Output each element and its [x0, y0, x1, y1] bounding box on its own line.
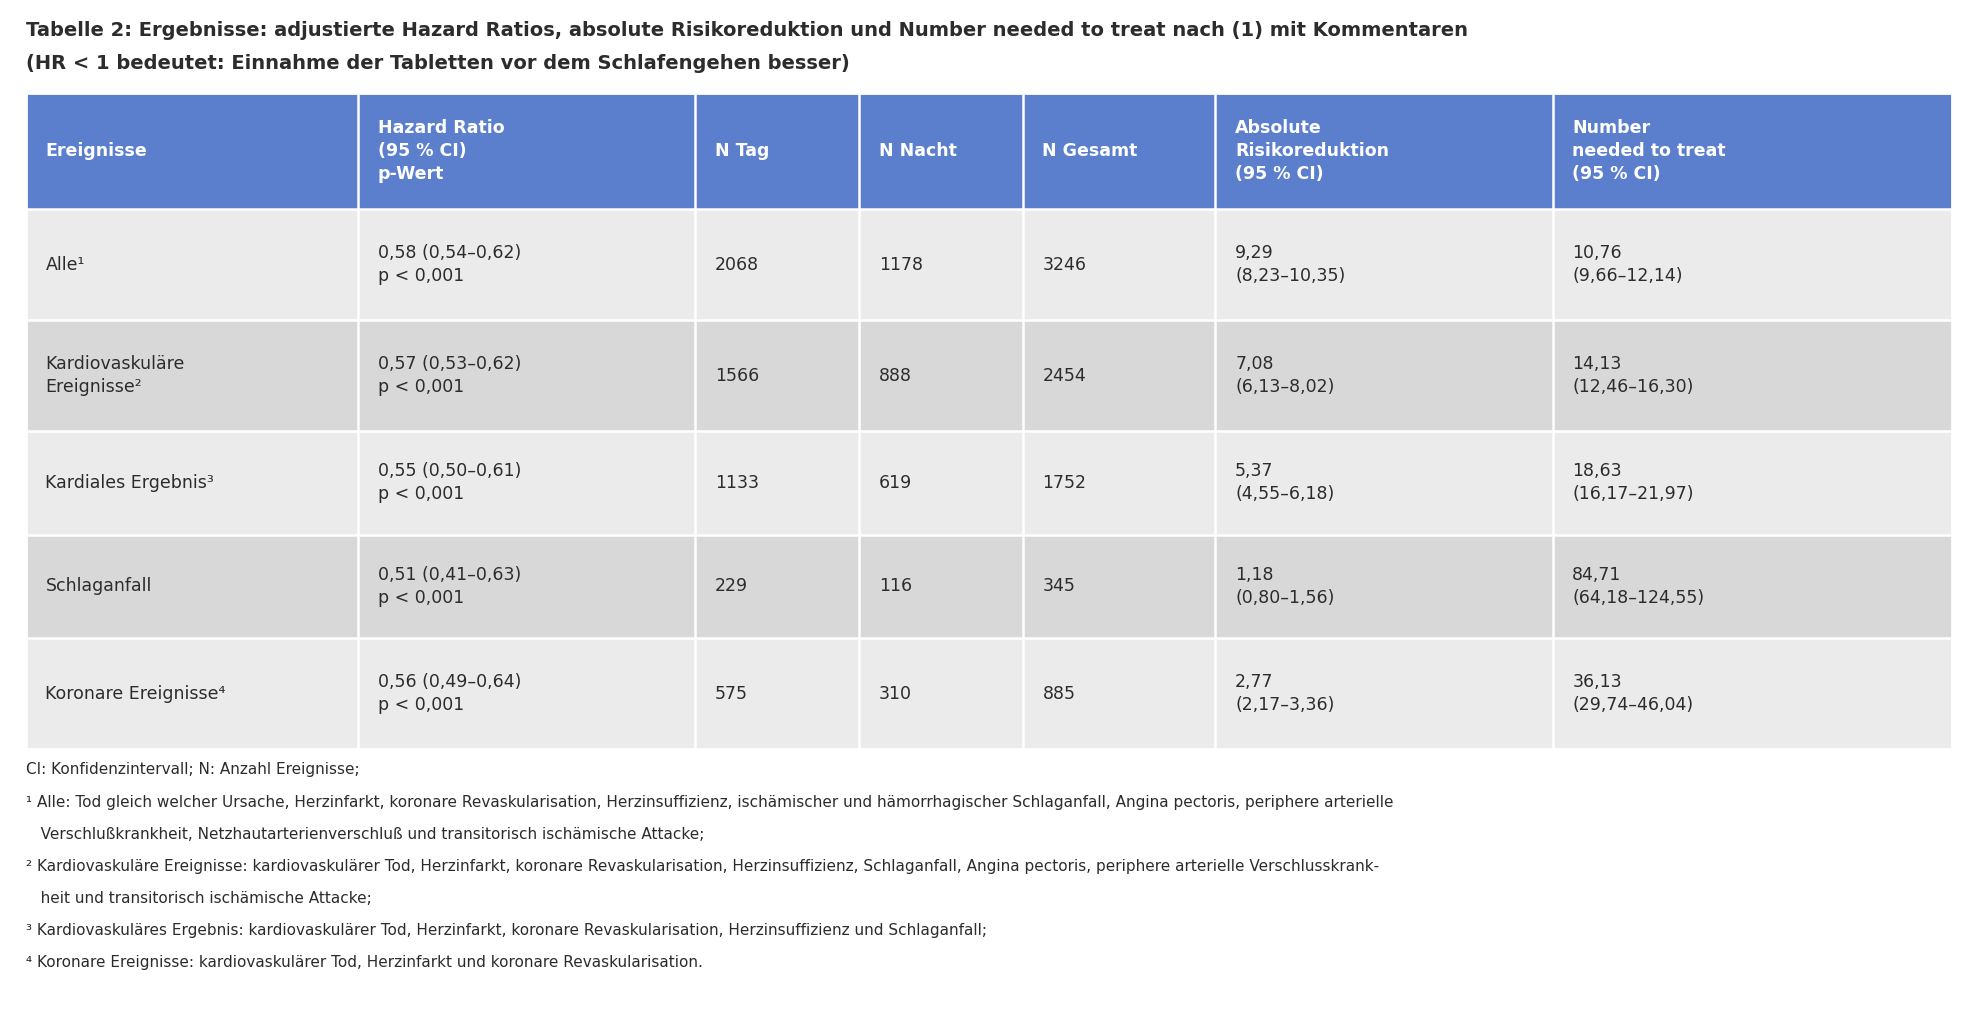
Text: 18,63
(16,17–21,97): 18,63 (16,17–21,97) [1573, 462, 1693, 503]
Bar [858, 638, 1023, 749]
Bar [26, 431, 358, 535]
Text: ² Kardiovaskuläre Ereignisse: kardiovaskulärer Tod, Herzinfarkt, koronare Revask: ² Kardiovaskuläre Ereignisse: kardiovask… [26, 859, 1379, 873]
Bar [1023, 93, 1214, 209]
Bar [26, 93, 1952, 749]
Text: 2,77
(2,17–3,36): 2,77 (2,17–3,36) [1234, 673, 1335, 714]
Text: 1,18
(0,80–1,56): 1,18 (0,80–1,56) [1234, 566, 1335, 607]
Text: heit und transitorisch ischämische Attacke;: heit und transitorisch ischämische Attac… [26, 891, 372, 905]
Text: Number
needed to treat
(95 % CI): Number needed to treat (95 % CI) [1573, 119, 1727, 183]
Text: 0,51 (0,41–0,63)
p < 0,001: 0,51 (0,41–0,63) p < 0,001 [378, 566, 520, 607]
Text: CI: Konfidenzintervall; N: Anzahl Ereignisse;: CI: Konfidenzintervall; N: Anzahl Ereign… [26, 762, 360, 777]
Text: Ereignisse: Ereignisse [45, 142, 146, 161]
Bar [694, 209, 858, 320]
Bar [1553, 209, 1952, 320]
Text: (HR < 1 bedeutet: Einnahme der Tabletten vor dem Schlafengehen besser): (HR < 1 bedeutet: Einnahme der Tabletten… [26, 54, 849, 73]
Bar [1023, 535, 1214, 638]
Bar [358, 535, 694, 638]
Text: 9,29
(8,23–10,35): 9,29 (8,23–10,35) [1234, 244, 1345, 285]
Bar [1553, 93, 1952, 209]
Bar [358, 93, 694, 209]
Text: 0,57 (0,53–0,62)
p < 0,001: 0,57 (0,53–0,62) p < 0,001 [378, 355, 520, 396]
Bar [1553, 320, 1952, 431]
Bar [858, 431, 1023, 535]
Text: 3246: 3246 [1042, 256, 1086, 274]
Text: 1566: 1566 [714, 367, 760, 384]
Text: 36,13
(29,74–46,04): 36,13 (29,74–46,04) [1573, 673, 1693, 714]
Text: 310: 310 [878, 685, 912, 702]
Text: 0,58 (0,54–0,62)
p < 0,001: 0,58 (0,54–0,62) p < 0,001 [378, 244, 520, 285]
Text: 888: 888 [878, 367, 912, 384]
Bar [26, 320, 358, 431]
Bar [1214, 535, 1553, 638]
Text: 84,71
(64,18–124,55): 84,71 (64,18–124,55) [1573, 566, 1705, 607]
Text: Koronare Ereignisse⁴: Koronare Ereignisse⁴ [45, 685, 225, 702]
Bar [694, 535, 858, 638]
Bar [26, 535, 358, 638]
Bar [858, 320, 1023, 431]
Bar [358, 320, 694, 431]
Bar [1023, 431, 1214, 535]
Bar [1214, 431, 1553, 535]
Text: N Tag: N Tag [714, 142, 769, 161]
Bar [694, 320, 858, 431]
Text: 1133: 1133 [714, 473, 760, 492]
Text: Kardiovaskuläre
Ereignisse²: Kardiovaskuläre Ereignisse² [45, 355, 184, 396]
Text: 2068: 2068 [714, 256, 760, 274]
Text: 1178: 1178 [878, 256, 922, 274]
Bar [358, 431, 694, 535]
Text: N Nacht: N Nacht [878, 142, 957, 161]
Bar [1214, 638, 1553, 749]
Bar [1553, 638, 1952, 749]
Text: 116: 116 [878, 577, 912, 596]
Text: Absolute
Risikoreduktion
(95 % CI): Absolute Risikoreduktion (95 % CI) [1234, 119, 1389, 183]
Text: 229: 229 [714, 577, 748, 596]
Text: 575: 575 [714, 685, 748, 702]
Bar [858, 535, 1023, 638]
Bar [26, 638, 358, 749]
Text: 2454: 2454 [1042, 367, 1086, 384]
Text: Hazard Ratio
(95 % CI)
p-Wert: Hazard Ratio (95 % CI) p-Wert [378, 119, 504, 183]
Bar [1023, 638, 1214, 749]
Text: Alle¹: Alle¹ [45, 256, 85, 274]
Text: N Gesamt: N Gesamt [1042, 142, 1137, 161]
Bar [1214, 93, 1553, 209]
Text: 14,13
(12,46–16,30): 14,13 (12,46–16,30) [1573, 355, 1693, 396]
Text: 345: 345 [1042, 577, 1076, 596]
Text: 0,56 (0,49–0,64)
p < 0,001: 0,56 (0,49–0,64) p < 0,001 [378, 673, 520, 714]
Text: Tabelle 2: Ergebnisse: adjustierte Hazard Ratios, absolute Risikoreduktion und N: Tabelle 2: Ergebnisse: adjustierte Hazar… [26, 21, 1468, 39]
Bar [1023, 209, 1214, 320]
Text: Schlaganfall: Schlaganfall [45, 577, 152, 596]
Bar [694, 93, 858, 209]
Text: 5,37
(4,55–6,18): 5,37 (4,55–6,18) [1234, 462, 1335, 503]
Text: 10,76
(9,66–12,14): 10,76 (9,66–12,14) [1573, 244, 1683, 285]
Bar [1214, 320, 1553, 431]
Bar [858, 209, 1023, 320]
Text: 885: 885 [1042, 685, 1076, 702]
Text: Kardiales Ergebnis³: Kardiales Ergebnis³ [45, 473, 214, 492]
Bar [1214, 209, 1553, 320]
Text: 7,08
(6,13–8,02): 7,08 (6,13–8,02) [1234, 355, 1335, 396]
Text: 1752: 1752 [1042, 473, 1086, 492]
Bar [694, 431, 858, 535]
Bar [26, 209, 358, 320]
Text: ³ Kardiovaskuläres Ergebnis: kardiovaskulärer Tod, Herzinfarkt, koronare Revasku: ³ Kardiovaskuläres Ergebnis: kardiovasku… [26, 923, 987, 938]
Text: ¹ Alle: Tod gleich welcher Ursache, Herzinfarkt, koronare Revaskularisation, Her: ¹ Alle: Tod gleich welcher Ursache, Herz… [26, 795, 1393, 809]
Bar [358, 638, 694, 749]
Bar [694, 638, 858, 749]
Text: Verschlußkrankheit, Netzhautarterienverschluß und transitorisch ischämische Atta: Verschlußkrankheit, Netzhautarterienvers… [26, 827, 704, 841]
Bar [858, 93, 1023, 209]
Bar [1023, 320, 1214, 431]
Text: ⁴ Koronare Ereignisse: kardiovaskulärer Tod, Herzinfarkt und koronare Revaskular: ⁴ Koronare Ereignisse: kardiovaskulärer … [26, 955, 702, 970]
Bar [358, 209, 694, 320]
Bar [26, 93, 358, 209]
Bar [1553, 535, 1952, 638]
Text: 0,55 (0,50–0,61)
p < 0,001: 0,55 (0,50–0,61) p < 0,001 [378, 462, 520, 503]
Text: 619: 619 [878, 473, 912, 492]
Bar [1553, 431, 1952, 535]
